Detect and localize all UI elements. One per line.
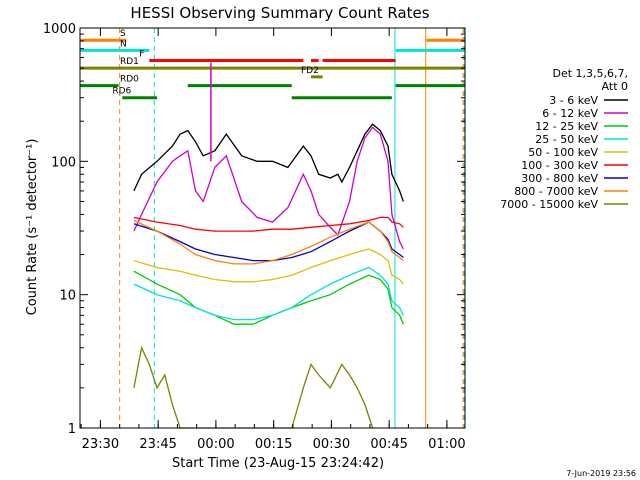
legend-label-8: 800 - 7000 keV	[514, 185, 598, 198]
legend-label-4: 25 - 50 keV	[535, 133, 598, 146]
y-axis-label: Count Rate (s⁻¹ detector⁻¹)	[25, 139, 40, 316]
series-line-1	[133, 123, 405, 202]
legend-label-7: 300 - 800 keV	[521, 172, 598, 185]
flag-label-rd6: RD6	[112, 87, 131, 97]
y-tick-label-1000: 1000	[43, 22, 76, 37]
series-line-5	[133, 248, 404, 285]
chart-title: HESSI Observing Summary Count Rates	[130, 4, 429, 22]
legend-label-6: 100 - 300 keV	[521, 159, 598, 172]
series-line-9	[133, 345, 374, 429]
x-axis-label: Start Time (23-Aug-15 23:24:42)	[172, 456, 384, 471]
flag-label-n: N	[120, 39, 127, 49]
legend-label-3: 12 - 25 keV	[535, 120, 598, 133]
x-tick-label-0100: 01:00	[428, 437, 465, 452]
y-tick-label-100: 100	[51, 155, 76, 170]
x-tick-label-0015: 00:15	[255, 437, 292, 452]
series-line-4	[133, 266, 404, 321]
y-tick-label-10: 10	[59, 289, 76, 304]
series-line-8	[133, 219, 404, 265]
series-line-3	[133, 270, 404, 325]
x-tick-label-0045: 00:45	[370, 437, 407, 452]
series-line-6	[133, 216, 404, 232]
legend-title-line-1: Det 1,3,5,6,7,	[552, 67, 628, 80]
flag-label-fd2: FD2	[301, 66, 319, 76]
legend-label-2: 6 - 12 keV	[542, 107, 598, 120]
x-tick-label-2345: 23:45	[139, 437, 176, 452]
legend-label-9: 7000 - 15000 keV	[500, 198, 598, 211]
legend-label-1: 3 - 6 keV	[549, 94, 598, 107]
flag-label-rd1: RD1	[120, 57, 139, 67]
series-line-2	[133, 126, 404, 250]
plot-timestamp: 7-Jun-2019 23:56	[566, 469, 636, 478]
flag-label-s: S	[120, 29, 126, 39]
y-tick-label-1: 1	[68, 422, 76, 437]
x-tick-label-0000: 00:00	[197, 437, 234, 452]
legend-label-5: 50 - 100 keV	[528, 146, 598, 159]
legend-title-line-2: Att 0	[602, 80, 628, 93]
flag-label-rd0: RD0	[120, 75, 139, 85]
series-line-7	[133, 221, 404, 262]
x-tick-label-0030: 00:30	[313, 437, 350, 452]
x-tick-label-2330: 23:30	[82, 437, 119, 452]
plot-frame	[79, 27, 466, 429]
flag-label-f: F	[139, 50, 144, 60]
